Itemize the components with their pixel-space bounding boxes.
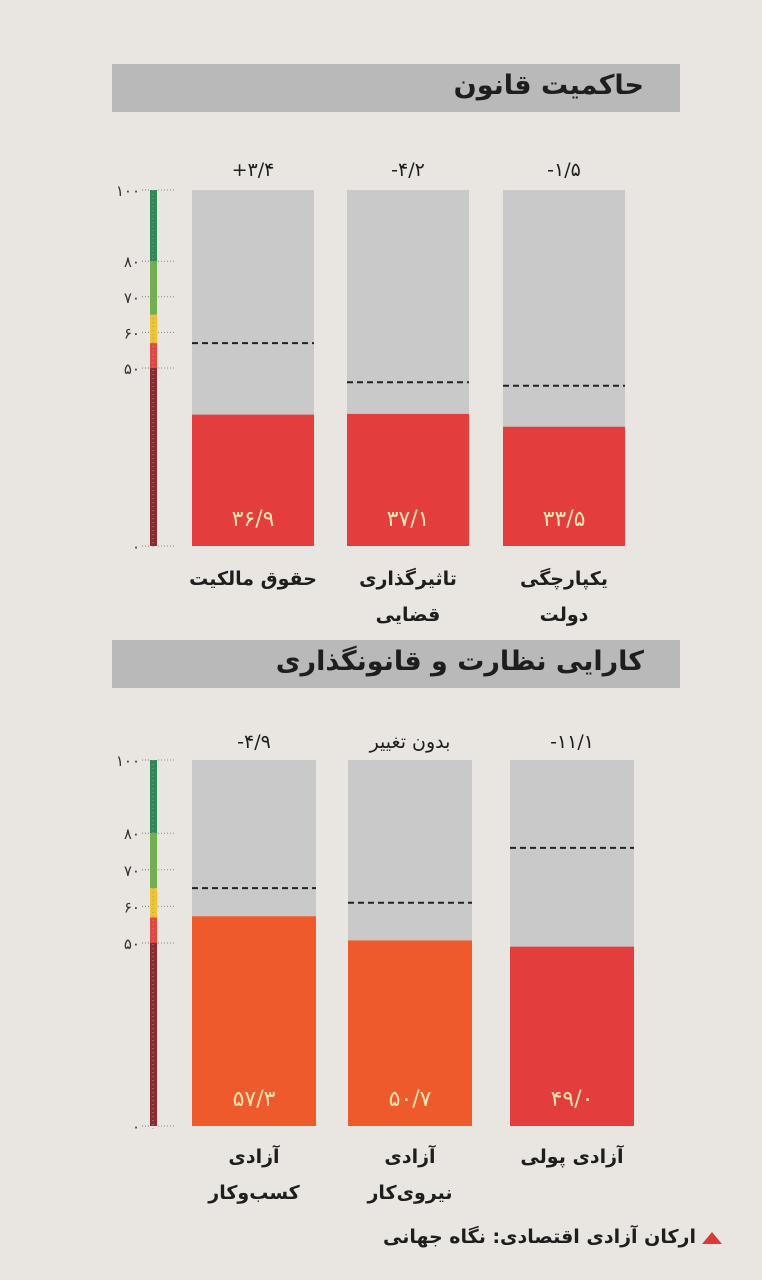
scale-band-1-4: [150, 261, 157, 315]
change-label-1-1: +۳/۴: [232, 159, 275, 181]
bar-value-label-1-1: ۳۶/۹: [232, 507, 275, 532]
bar-1-1: [192, 414, 314, 546]
category-label-2-3-1: آزادی پولی: [520, 1144, 624, 1168]
panel-2-title: کارایی نظارت و قانونگذاری: [275, 646, 644, 677]
category-label-1-2-1: تاثیرگذاری: [359, 567, 457, 590]
category-label-1-3-1: یکپارچگی: [520, 567, 608, 590]
y-tick-label-2-3: ۷۰: [124, 862, 140, 880]
y-tick-label-1-4: ۶۰: [124, 324, 140, 342]
bar-2-1: [192, 916, 316, 1126]
source-note: ارکان آزادی اقتصادی: نگاه جهانی: [383, 1226, 722, 1248]
scale-band-1-3: [150, 314, 157, 344]
bar-value-label-1-2: ۳۷/۱: [387, 507, 430, 532]
bar-1-3: [503, 426, 625, 546]
category-label-2-1-1: آزادی: [228, 1144, 280, 1168]
panel-1-title-band: حاکمیت قانون: [112, 64, 680, 112]
source-label: ارکان آزادی اقتصادی: نگاه جهانی: [382, 1226, 696, 1248]
y-tick-label-1-3: ۷۰: [124, 289, 140, 307]
y-tick-label-1-2: ۸۰: [124, 253, 140, 271]
y-tick-label-1-5: ۵۰: [124, 360, 140, 378]
y-tick-label-2-1: ۱۰۰: [116, 752, 140, 770]
change-label-2-3: -۱۱/۱: [550, 731, 594, 753]
category-label-1-2-2: قضایی: [376, 604, 441, 626]
bar-value-label-2-1: ۵۷/۳: [233, 1087, 276, 1112]
bar-2-3: [510, 946, 634, 1126]
bar-value-label-1-3: ۳۳/۵: [543, 507, 586, 532]
change-label-1-3: -۱/۵: [547, 159, 581, 181]
scale-band-2-3: [150, 888, 157, 918]
bar-1-2: [347, 413, 469, 546]
y-tick-label-2-6: ۰: [132, 1118, 140, 1136]
bar-value-label-2-2: ۵۰/۷: [389, 1087, 432, 1112]
category-label-1-3-2: دولت: [540, 604, 589, 626]
change-label-2-1: -۴/۹: [237, 731, 271, 753]
scale-band-2-1: [150, 943, 157, 1126]
category-label-2-1-2: کسب‌وکار: [207, 1182, 300, 1204]
category-label-1-1-1: حقوق مالکیت: [189, 568, 317, 590]
bar-value-label-2-3: ۴۹/۰: [551, 1087, 594, 1112]
scale-band-1-5: [150, 190, 157, 262]
y-tick-label-1-1: ۱۰۰: [116, 182, 140, 200]
scale-band-1-1: [150, 368, 157, 546]
triangle-icon: [702, 1231, 722, 1244]
category-label-2-2-2: نیروی‌کار: [366, 1182, 452, 1204]
panel-2-title-band: کارایی نظارت و قانونگذاری: [112, 640, 680, 688]
y-tick-label-2-4: ۶۰: [124, 898, 140, 916]
change-label-2-2: بدون تغییر: [369, 731, 451, 753]
y-tick-label-2-2: ۸۰: [124, 825, 140, 843]
bar-2-2: [348, 940, 472, 1126]
scale-band-2-2: [150, 917, 157, 943]
change-label-1-2: -۴/۲: [391, 159, 425, 181]
y-tick-label-1-6: ۰: [132, 538, 140, 556]
scale-band-1-2: [150, 343, 157, 368]
category-label-2-2-1: آزادی: [384, 1144, 436, 1168]
y-tick-label-2-5: ۵۰: [124, 935, 140, 953]
panel-1-title: حاکمیت قانون: [453, 70, 644, 101]
